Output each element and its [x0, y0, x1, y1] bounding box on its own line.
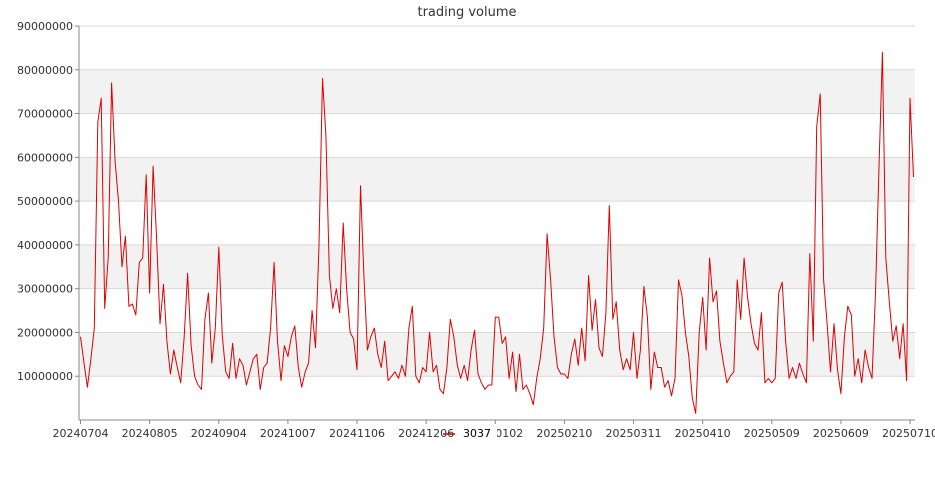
- grid-band: [79, 69, 915, 114]
- y-tick-label: 30000000: [17, 283, 73, 296]
- chart-title: trading volume: [417, 5, 516, 20]
- legend-label-background: [459, 425, 497, 442]
- axes: 10000000 20000000 30000000 40000000 50000000…: [17, 20, 935, 440]
- y-tick-label: 60000000: [17, 151, 73, 164]
- x-tick-label: 20240704: [53, 427, 109, 440]
- plot-area: [79, 25, 915, 420]
- x-tick-label: 20241007: [260, 427, 316, 440]
- x-tick-label: 20250609: [813, 427, 869, 440]
- x-tick-label: 20250311: [606, 427, 662, 440]
- series-layer: [80, 51, 914, 414]
- x-tick-label: 20240805: [122, 427, 178, 440]
- x-tick-label: 20240904: [191, 427, 247, 440]
- y-tick-label: 90000000: [17, 20, 73, 33]
- x-tick-label: 20250410: [675, 427, 731, 440]
- grid-band: [79, 157, 915, 202]
- x-tick-label: 20250710: [882, 427, 935, 440]
- series-line-3037: [80, 51, 914, 414]
- y-tick-label: 10000000: [17, 370, 73, 383]
- y-tick-label: 50000000: [17, 195, 73, 208]
- x-tick-label: 20250509: [744, 427, 800, 440]
- y-tick-label: 40000000: [17, 239, 73, 252]
- y-tick-label: 70000000: [17, 108, 73, 121]
- x-tick-label: 20241206: [398, 427, 454, 440]
- x-tick-label: 20241106: [329, 427, 385, 440]
- x-tick-label: 20250210: [536, 427, 592, 440]
- legend: 3037: [443, 425, 497, 442]
- legend-label: 3037: [463, 427, 491, 440]
- grid-band: [79, 244, 915, 289]
- y-tick-label: 80000000: [17, 64, 73, 77]
- y-tick-label: 20000000: [17, 326, 73, 339]
